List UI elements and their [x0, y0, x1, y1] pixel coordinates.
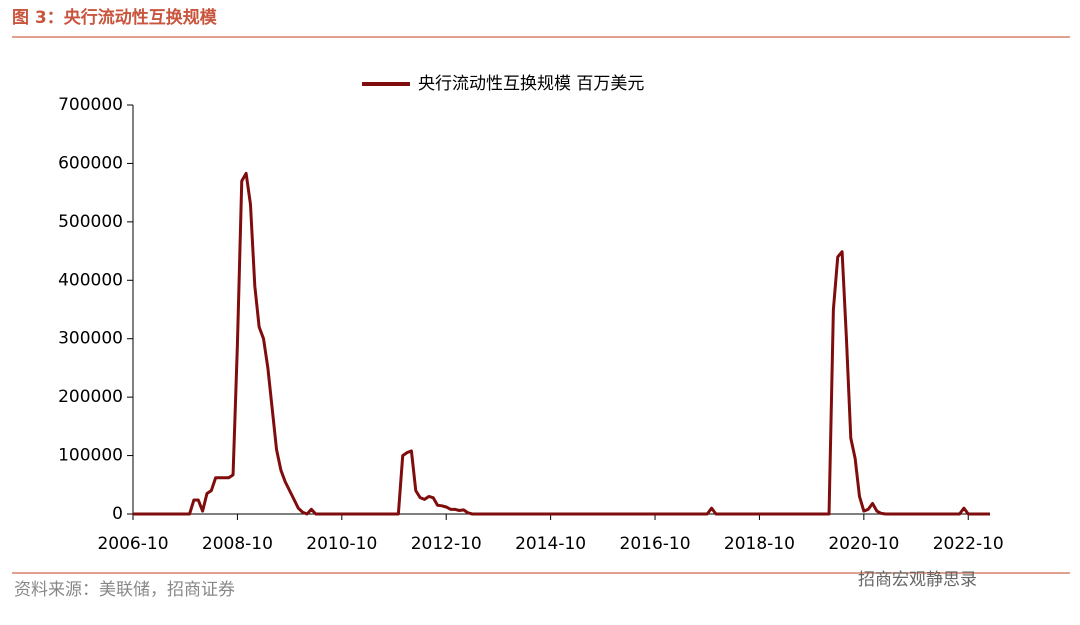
y-tick-label: 700000 [58, 95, 123, 115]
y-tick-label: 600000 [58, 153, 123, 173]
source-note: 资料来源：美联储，招商证券 [14, 580, 235, 600]
x-tick-label: 2014-10 [515, 534, 586, 554]
y-tick-label: 400000 [58, 270, 123, 290]
x-tick-label: 2008-10 [202, 534, 273, 554]
y-tick-label: 100000 [58, 446, 123, 466]
x-tick-label: 2022-10 [933, 534, 1004, 554]
x-tick-label: 2016-10 [620, 534, 691, 554]
watermark: 招商宏观静思录 [858, 570, 977, 590]
x-tick-label: 2018-10 [724, 534, 795, 554]
y-tick-label: 0 [112, 504, 123, 524]
x-tick-label: 2012-10 [411, 534, 482, 554]
y-tick-label: 300000 [58, 329, 123, 349]
x-tick-label: 2010-10 [306, 534, 377, 554]
y-tick-label: 500000 [58, 212, 123, 232]
x-tick-label: 2020-10 [828, 534, 899, 554]
data-line [133, 171, 990, 516]
chart-title: 图 3：央行流动性互换规模 [12, 7, 218, 28]
legend-label: 央行流动性互换规模 百万美元 [418, 74, 644, 94]
x-tick-label: 2006-10 [97, 534, 168, 554]
y-tick-label: 200000 [58, 387, 123, 407]
